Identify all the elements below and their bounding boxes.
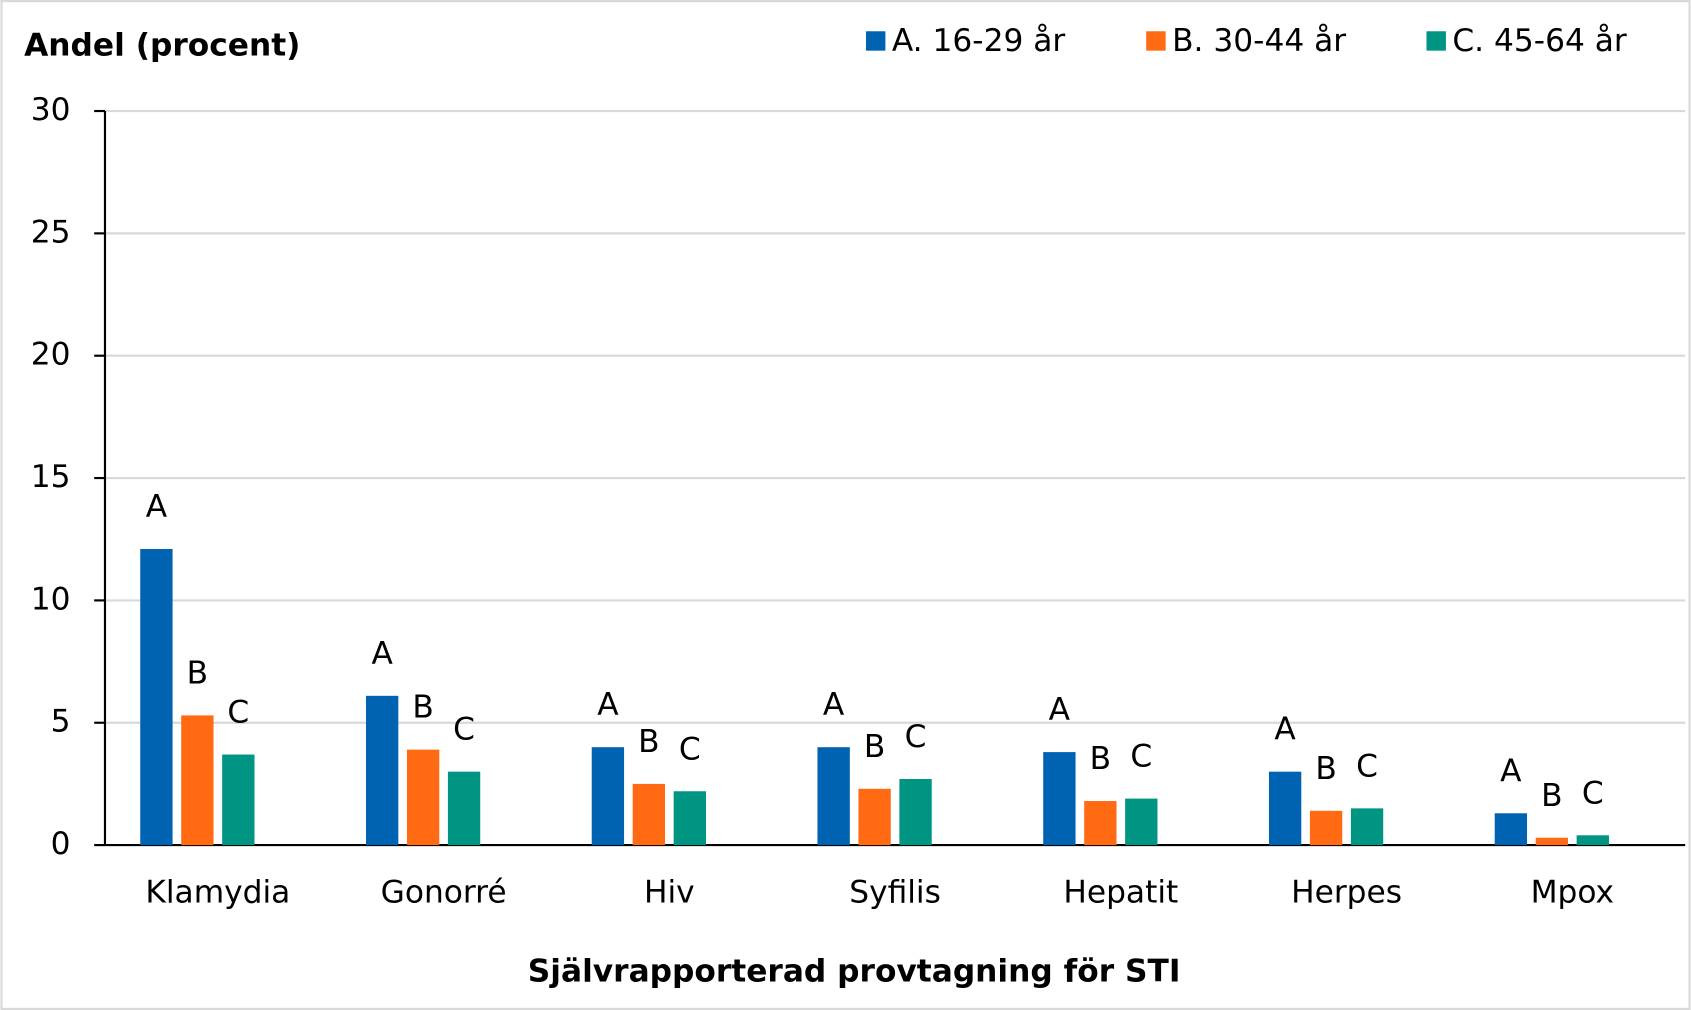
bar-label: A	[1049, 692, 1071, 728]
x-tick-label: Syfilis	[849, 875, 941, 911]
bar	[406, 749, 440, 846]
legend-swatch	[865, 31, 886, 51]
x-axis-title: Självrapporterad provtagning för STI	[528, 953, 1181, 989]
bar-label: B	[187, 655, 208, 691]
bar	[1268, 771, 1302, 846]
bar-label: C	[1582, 775, 1604, 811]
bar-label: A	[146, 489, 168, 525]
bar	[1043, 752, 1076, 846]
bar	[673, 791, 706, 846]
bar	[591, 747, 625, 846]
x-tick-label: Gonorré	[381, 875, 507, 911]
bar	[899, 779, 932, 846]
bar-label: C	[453, 712, 475, 748]
x-tick-label: Herpes	[1291, 875, 1402, 911]
bar	[181, 715, 214, 846]
y-tick-label: 30	[31, 92, 71, 128]
y-tick-label: 15	[31, 459, 71, 495]
x-tick-label: Klamydia	[145, 875, 290, 911]
bar	[1494, 813, 1528, 846]
bar	[1125, 798, 1158, 846]
bar	[1535, 837, 1569, 846]
y-tick-label: 20	[31, 337, 71, 373]
legend-label: B. 30-44 år	[1172, 22, 1346, 59]
bar	[140, 549, 173, 846]
bar-label: B	[1090, 741, 1111, 777]
bar	[447, 771, 481, 846]
bar-label: C	[679, 731, 701, 767]
bar-label: C	[227, 695, 249, 731]
legend-label: A. 16-29 år	[892, 22, 1066, 59]
legend-swatch	[1426, 31, 1446, 51]
bar	[1576, 835, 1609, 846]
bar-label: B	[638, 724, 659, 760]
bar	[1084, 801, 1117, 846]
y-tick-label: 25	[31, 214, 71, 250]
bar-label: B	[864, 729, 885, 765]
legend-swatch	[1146, 31, 1166, 51]
bar-label: B	[1541, 778, 1562, 814]
x-tick-label: Hepatit	[1063, 875, 1178, 911]
y-axis-title: Andel (procent)	[24, 27, 300, 63]
bar-label: C	[905, 719, 927, 755]
bar-label: A	[1274, 712, 1296, 748]
bar	[817, 747, 850, 846]
x-tick-label: Hiv	[644, 875, 695, 911]
y-tick-label: 5	[51, 704, 71, 740]
y-tick-label: 0	[51, 826, 71, 862]
bar	[1350, 808, 1384, 846]
bar	[1309, 810, 1343, 846]
bar-label: C	[1356, 748, 1378, 784]
bar-label: B	[1315, 751, 1336, 787]
x-tick-label: Mpox	[1531, 875, 1614, 911]
bar	[632, 783, 666, 846]
bar-label: A	[823, 687, 845, 723]
bar	[365, 695, 399, 846]
bar-label: A	[597, 687, 619, 723]
bar-label: C	[1130, 739, 1152, 775]
legend-label: C. 45-64 år	[1452, 22, 1627, 59]
bar	[222, 754, 255, 846]
bar-label: B	[412, 690, 433, 726]
y-tick-label: 10	[31, 581, 71, 617]
bar-label: A	[1500, 753, 1522, 789]
bar-label: A	[371, 636, 393, 672]
bar	[858, 788, 891, 846]
